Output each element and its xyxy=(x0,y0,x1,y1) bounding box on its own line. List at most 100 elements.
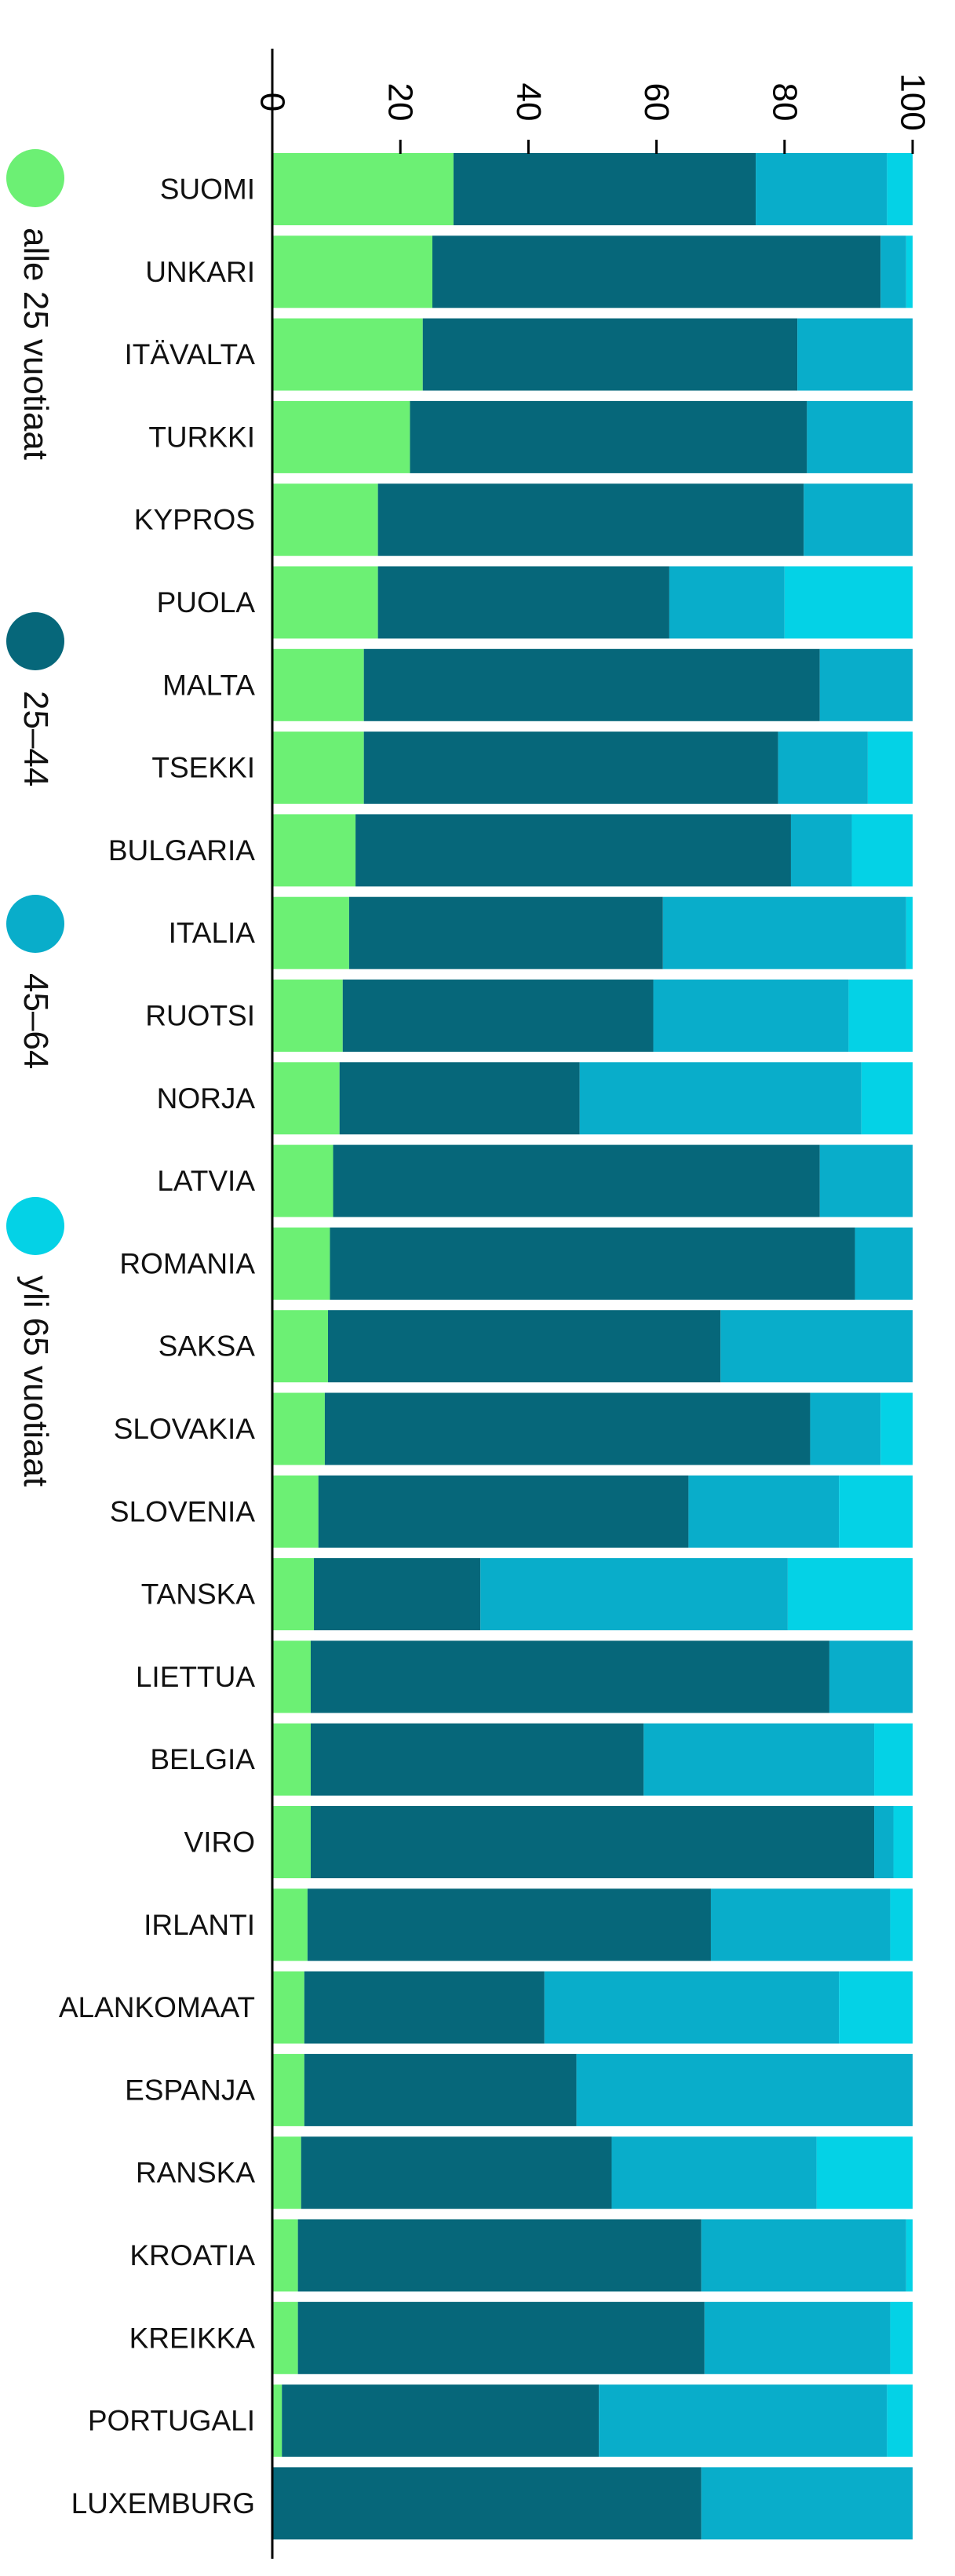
bar-unkari-series-2 xyxy=(880,235,906,308)
bar-portugali-series-2 xyxy=(599,2384,888,2457)
bar-unkari-series-1 xyxy=(432,235,881,308)
bar-luxemburg-series-1 xyxy=(272,2467,702,2540)
bar-suomi-series-3 xyxy=(887,153,913,225)
bar-puola-series-0 xyxy=(272,566,378,639)
category-label: SLOVENIA xyxy=(110,1495,255,1527)
bar-romania-series-0 xyxy=(272,1227,330,1300)
legend-swatch xyxy=(6,612,64,670)
bar-belgia-series-0 xyxy=(272,1723,311,1796)
bar-slovakia-series-3 xyxy=(880,1392,913,1465)
bar-viro-series-2 xyxy=(874,1806,894,1878)
bar-alankomaat-series-3 xyxy=(839,1971,913,2044)
bar-liettua-series-2 xyxy=(829,1640,913,1713)
bar-itävalta-series-2 xyxy=(797,318,913,391)
bar-irlanti-series-1 xyxy=(307,1888,711,1961)
bar-kroatia-series-3 xyxy=(906,2219,913,2292)
bar-itävalta-series-1 xyxy=(422,318,798,391)
bar-espanja-series-0 xyxy=(272,2053,304,2126)
bar-kroatia-series-0 xyxy=(272,2219,298,2292)
category-label: MALTA xyxy=(162,669,255,701)
tick-label: 60 xyxy=(637,83,676,122)
bar-italia-series-1 xyxy=(348,896,663,969)
category-label: LUXEMBURG xyxy=(71,2487,255,2519)
bar-irlanti-series-3 xyxy=(890,1888,913,1961)
bar-tanska-series-0 xyxy=(272,1558,315,1631)
bar-portugali-series-0 xyxy=(272,2384,282,2457)
category-label: RUOTSI xyxy=(145,1000,255,1032)
category-label: PORTUGALI xyxy=(88,2405,255,2437)
bar-slovenia-series-1 xyxy=(318,1475,689,1548)
bar-alankomaat-series-2 xyxy=(544,1971,840,2044)
bar-unkari-series-0 xyxy=(272,235,432,308)
bar-slovakia-series-2 xyxy=(810,1392,881,1465)
bar-slovenia-series-3 xyxy=(839,1475,913,1548)
bar-tsekki-series-2 xyxy=(778,732,868,805)
bar-malta-series-0 xyxy=(272,648,364,721)
bar-bulgaria-series-0 xyxy=(272,814,356,887)
tick-label: 0 xyxy=(253,93,292,111)
legend-swatch xyxy=(6,149,64,207)
bar-saksa-series-2 xyxy=(720,1310,913,1383)
category-label: SLOVAKIA xyxy=(114,1413,256,1445)
category-label: KREIKKA xyxy=(129,2322,256,2354)
bar-ruotsi-series-0 xyxy=(272,980,343,1052)
category-label: LIETTUA xyxy=(136,1661,255,1693)
category-label: ITÄVALTA xyxy=(124,338,255,370)
bar-tanska-series-2 xyxy=(480,1558,788,1631)
bar-itävalta-series-0 xyxy=(272,318,423,391)
legend-swatch xyxy=(6,1197,64,1255)
bar-slovakia-series-0 xyxy=(272,1392,325,1465)
bar-liettua-series-1 xyxy=(310,1640,829,1713)
bar-italia-series-3 xyxy=(906,896,913,969)
category-label: TSEKKI xyxy=(151,752,255,784)
bar-kreikka-series-1 xyxy=(297,2301,705,2374)
bar-puola-series-1 xyxy=(377,566,669,639)
category-label: ALANKOMAAT xyxy=(59,1991,255,2023)
bar-suomi-series-2 xyxy=(756,153,888,225)
bar-kreikka-series-0 xyxy=(272,2301,298,2374)
bar-latvia-series-2 xyxy=(819,1144,913,1217)
bar-liettua-series-0 xyxy=(272,1640,311,1713)
bar-belgia-series-3 xyxy=(874,1723,913,1796)
tick-label: 100 xyxy=(894,73,932,130)
bar-irlanti-series-2 xyxy=(710,1888,891,1961)
bar-norja-series-0 xyxy=(272,1062,340,1135)
category-label: ESPANJA xyxy=(125,2074,255,2106)
bar-slovenia-series-2 xyxy=(688,1475,840,1548)
bar-kreikka-series-2 xyxy=(704,2301,891,2374)
bar-kreikka-series-3 xyxy=(890,2301,913,2374)
bar-norja-series-1 xyxy=(339,1062,580,1135)
category-label: IRLANTI xyxy=(144,1909,255,1941)
bar-saksa-series-0 xyxy=(272,1310,328,1383)
bar-viro-series-1 xyxy=(310,1806,875,1878)
bar-norja-series-3 xyxy=(861,1062,913,1135)
bar-luxemburg-series-2 xyxy=(701,2467,913,2540)
bar-tsekki-series-1 xyxy=(363,732,778,805)
bar-portugali-series-3 xyxy=(887,2384,913,2457)
bar-bulgaria-series-2 xyxy=(790,814,852,887)
bar-belgia-series-1 xyxy=(310,1723,644,1796)
bar-turkki-series-1 xyxy=(410,400,807,473)
bar-ranska-series-3 xyxy=(816,2136,913,2209)
category-label: TANSKA xyxy=(141,1578,256,1611)
category-label: LATVIA xyxy=(157,1165,255,1197)
bar-ruotsi-series-1 xyxy=(342,980,654,1052)
bar-latvia-series-1 xyxy=(333,1144,820,1217)
bar-puola-series-3 xyxy=(784,566,913,639)
bar-puola-series-2 xyxy=(669,566,785,639)
bar-suomi-series-0 xyxy=(272,153,454,225)
category-label: NORJA xyxy=(157,1082,256,1115)
bar-tanska-series-3 xyxy=(787,1558,913,1631)
bar-romania-series-1 xyxy=(330,1227,855,1300)
bar-ranska-series-0 xyxy=(272,2136,301,2209)
bar-kroatia-series-2 xyxy=(701,2219,906,2292)
bar-italia-series-0 xyxy=(272,896,349,969)
bar-tsekki-series-3 xyxy=(867,732,913,805)
category-label: KYPROS xyxy=(134,504,255,536)
bar-alankomaat-series-1 xyxy=(304,1971,545,2044)
bar-turkki-series-2 xyxy=(807,400,913,473)
bar-tanska-series-1 xyxy=(314,1558,481,1631)
category-label: ROMANIA xyxy=(119,1247,255,1279)
